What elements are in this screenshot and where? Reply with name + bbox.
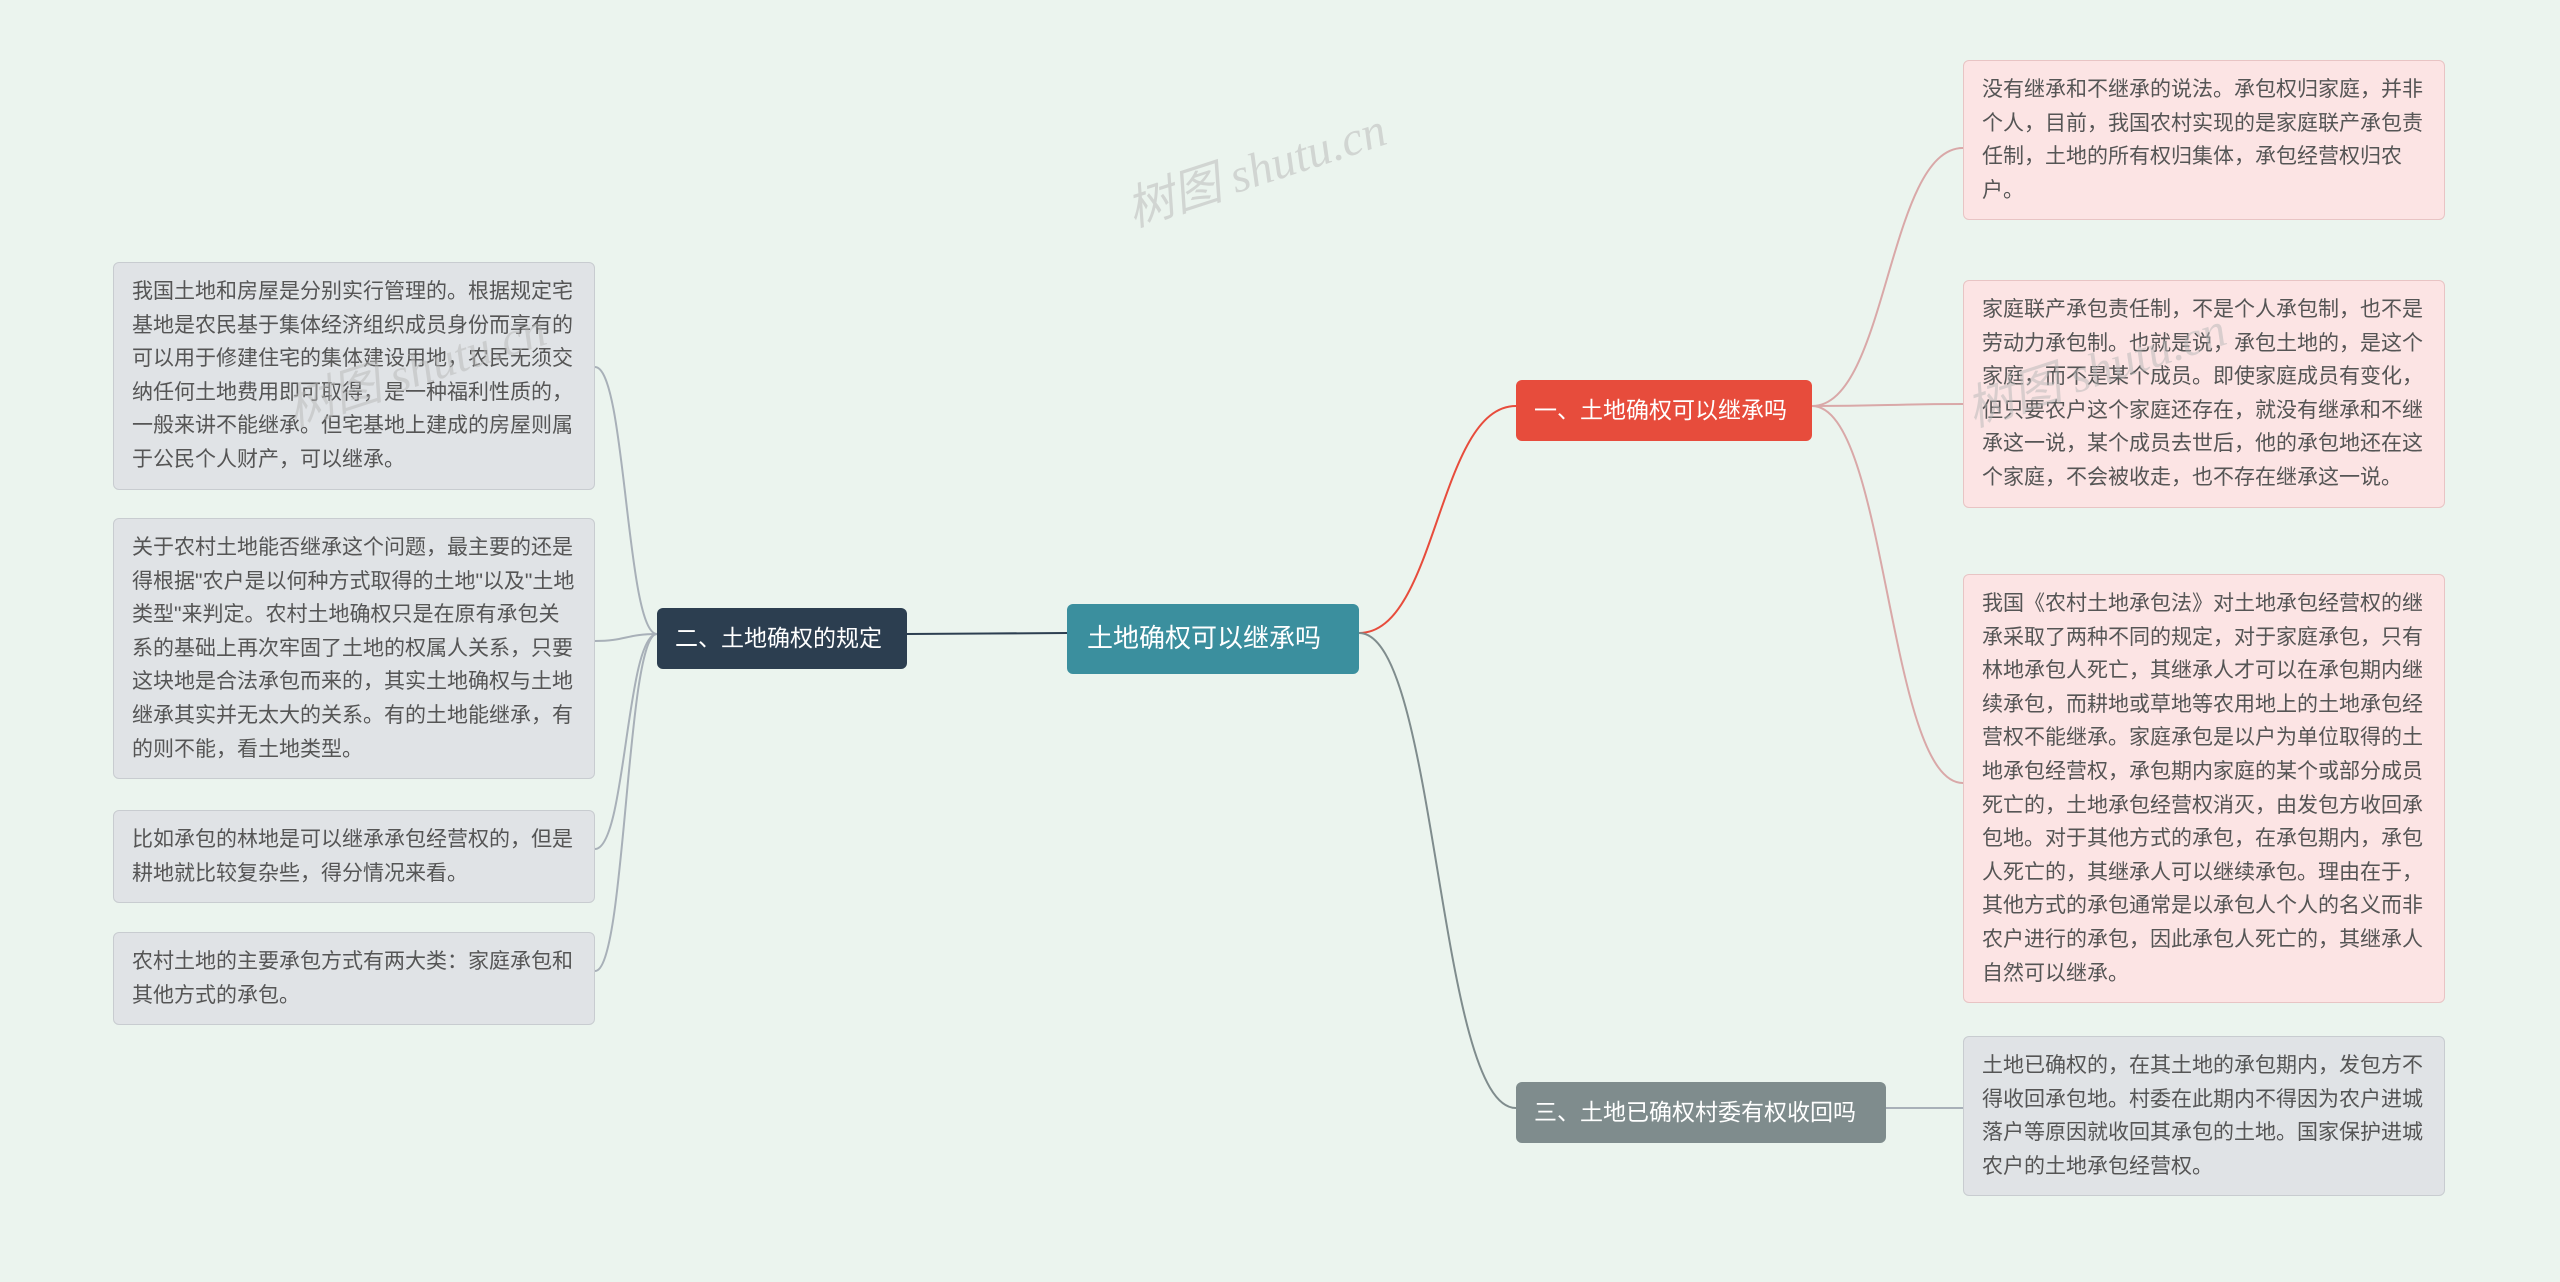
leaf-b2-0: 我国土地和房屋是分别实行管理的。根据规定宅基地是农民基于集体经济组织成员身份而享…	[113, 262, 595, 490]
branch-b2[interactable]: 二、土地确权的规定	[657, 608, 907, 669]
watermark-1: 树图 shutu.cn	[1116, 90, 1394, 240]
leaf-b1-1: 家庭联产承包责任制，不是个人承包制，也不是劳动力承包制。也就是说，承包土地的，是…	[1963, 280, 2445, 508]
leaf-b2-1: 关于农村土地能否继承这个问题，最主要的还是得根据"农户是以何种方式取得的土地"以…	[113, 518, 595, 779]
branch-b1[interactable]: 一、土地确权可以继承吗	[1516, 380, 1812, 441]
leaf-b1-2: 我国《农村土地承包法》对土地承包经营权的继承采取了两种不同的规定，对于家庭承包，…	[1963, 574, 2445, 1003]
branch-b3[interactable]: 三、土地已确权村委有权收回吗	[1516, 1082, 1886, 1143]
mindmap-root[interactable]: 土地确权可以继承吗	[1067, 604, 1359, 674]
leaf-b3-0: 土地已确权的，在其土地的承包期内，发包方不得收回承包地。村委在此期内不得因为农户…	[1963, 1036, 2445, 1196]
leaf-b2-3: 农村土地的主要承包方式有两大类：家庭承包和其他方式的承包。	[113, 932, 595, 1025]
leaf-b2-2: 比如承包的林地是可以继承承包经营权的，但是耕地就比较复杂些，得分情况来看。	[113, 810, 595, 903]
leaf-b1-0: 没有继承和不继承的说法。承包权归家庭，并非个人，目前，我国农村实现的是家庭联产承…	[1963, 60, 2445, 220]
